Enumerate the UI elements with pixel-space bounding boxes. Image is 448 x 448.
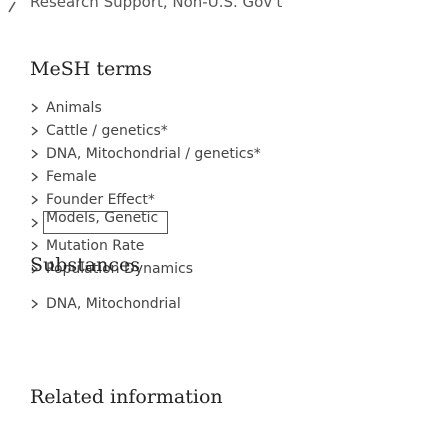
focus-outline [43, 211, 168, 234]
term-text: DNA, Mitochondrial [46, 296, 181, 312]
header-icon [8, 1, 16, 13]
chevron-icon [31, 126, 39, 136]
term-text: Mutation Rate [46, 238, 145, 254]
term-text: Animals [46, 100, 102, 116]
term-text: Cattle / genetics* [46, 123, 168, 139]
term-text: Founder Effect* [46, 192, 155, 208]
term-text: Population Dynamics [46, 261, 194, 277]
chevron-icon [31, 149, 39, 159]
term-text: DNA, Mitochondrial / genetics* [46, 146, 261, 162]
term-text: Models, Genetic [46, 210, 159, 226]
chevron-icon [31, 195, 39, 205]
term-text: Female [46, 169, 97, 185]
section-heading: Substances [30, 254, 141, 276]
chevron-icon [31, 218, 39, 228]
chevron-icon [31, 241, 39, 251]
chevron-icon [31, 172, 39, 182]
section-heading: Related information [30, 386, 223, 408]
chevron-icon [31, 299, 39, 309]
section-heading: MeSH terms [30, 58, 153, 80]
chevron-icon [31, 103, 39, 113]
publication-type[interactable]: Research Support, Non-U.S. Gov't [30, 0, 283, 11]
chevron-icon [31, 264, 39, 274]
